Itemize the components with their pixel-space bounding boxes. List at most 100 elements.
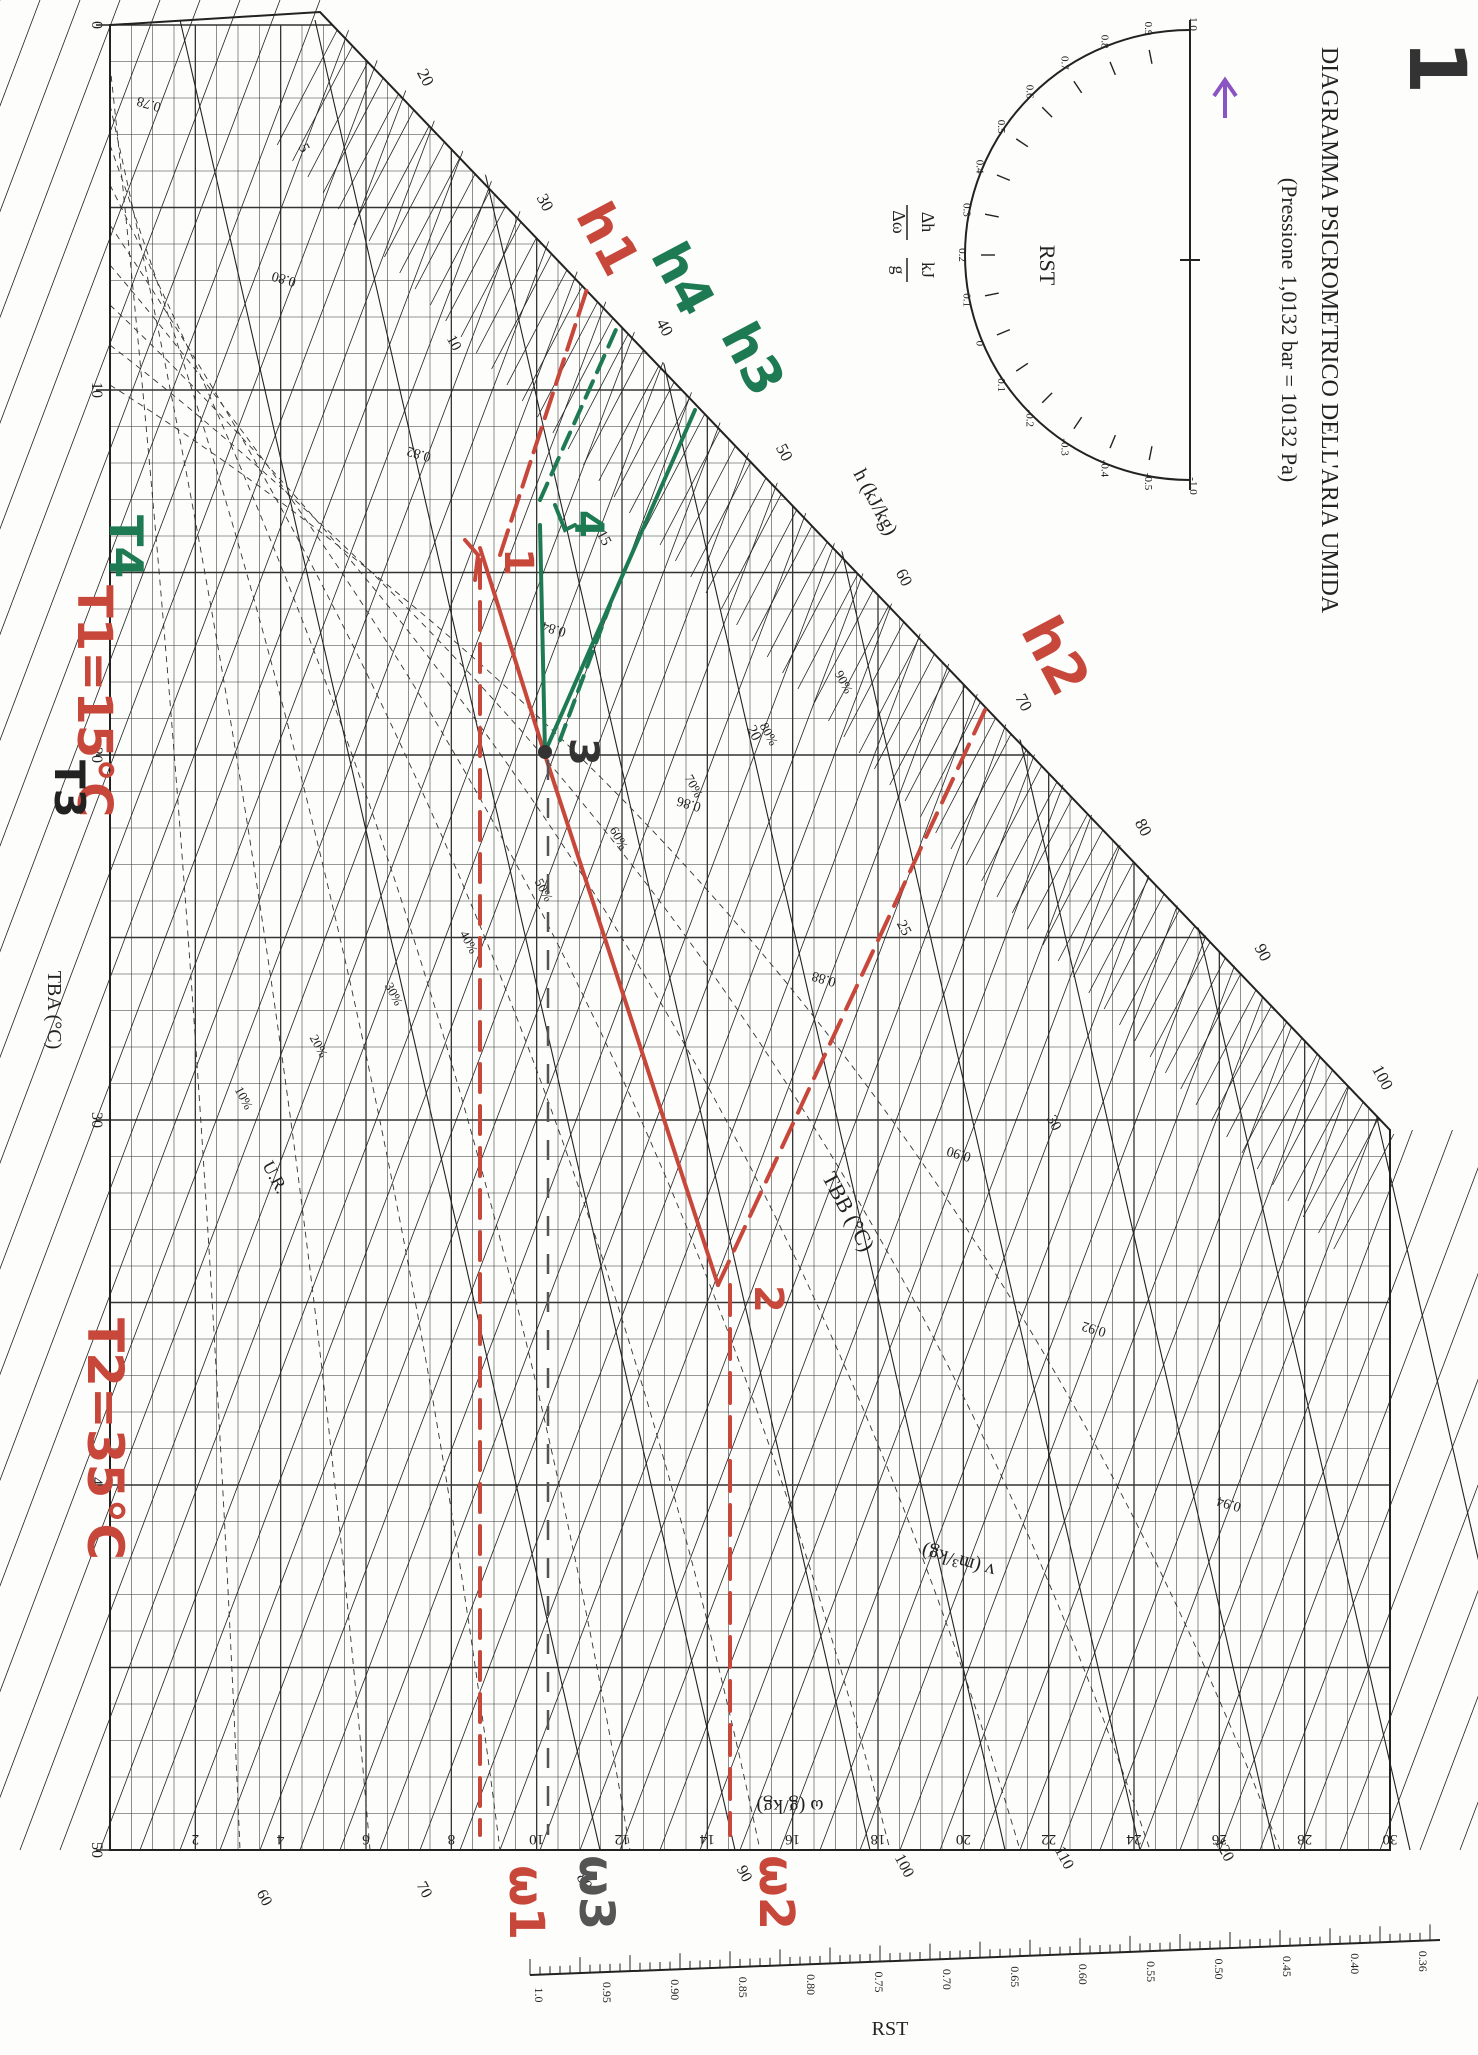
h-tick-label: 60 <box>892 565 917 589</box>
omega-tick-label: 16 <box>785 1831 801 1847</box>
chart-grid <box>0 0 1478 1851</box>
omega-tick-label: 6 <box>362 1831 370 1847</box>
h-tick-label: 90 <box>1251 940 1276 964</box>
omega-tick-label: 28 <box>1297 1831 1312 1847</box>
omega-tick-label: 10 <box>529 1831 544 1847</box>
v-tick-label: 0.94 <box>1215 1493 1243 1514</box>
omega-tick-label: 14 <box>699 1831 715 1847</box>
rst-tick-label: 0.55 <box>1144 1961 1158 1982</box>
h-bottom-tick-label: 90 <box>733 1863 756 1885</box>
label-point-1: 1 <box>495 548 541 576</box>
rst-scale: 1.0 0.95 0.90 0.85 0.80 0.75 0.70 0.65 0.60 0.55 0… <box>529 1924 1441 2003</box>
label-t4: T4 <box>99 515 153 578</box>
v-tick-label: 0.92 <box>1080 1318 1108 1339</box>
process-lines-green <box>538 323 697 754</box>
protractor-tick-label: 0.6 <box>1024 85 1036 99</box>
v-tick-label: 0.78 <box>135 93 163 114</box>
omega-tick-label: 12 <box>615 1831 630 1847</box>
tbb-tick-label: 5 <box>295 141 313 155</box>
rst-axis-title: RST <box>872 2018 909 2040</box>
ur-tick-label: 50% <box>532 876 557 904</box>
enthalpy-bottom-axis: 60 70 80 90 100 110 120 <box>253 1835 1237 1909</box>
rst-tick-label: 0.95 <box>600 1982 614 2003</box>
protractor-tick-label: -0.3 <box>1059 438 1071 456</box>
omega-tick-label: 20 <box>956 1831 971 1847</box>
protractor-tick-label: -0.2 <box>1024 410 1036 427</box>
protractor-units-num: kJ <box>918 262 938 278</box>
tbb-axis-title: TBB (°C) <box>817 1167 880 1255</box>
label-w2: ω2 <box>748 1855 804 1930</box>
ur-tick-label: 30% <box>382 980 407 1008</box>
tba-tick-label: 40 <box>88 1477 105 1493</box>
v-tick-label: 0.82 <box>405 443 433 464</box>
protractor-tick-label: 0.9 <box>1142 22 1154 36</box>
protractor-tick-label: 0 <box>974 341 986 347</box>
omega-tick-label: 4 <box>276 1831 284 1847</box>
protractor-tick-label: 0.4 <box>974 160 986 174</box>
ur-tick-label: 40% <box>457 928 482 956</box>
rst-tick-label: 1.0 <box>532 1988 546 2003</box>
h-tick-label: 30 <box>533 190 558 214</box>
omega-tick-label: 22 <box>1041 1831 1056 1847</box>
protractor-units-den: g <box>889 266 909 275</box>
omega-axis: 2 4 6 8 10 12 14 16 18 20 22 24 26 28 30 <box>192 1831 1398 1847</box>
h-bottom-tick-label: 70 <box>413 1879 436 1901</box>
tbb-tick-label: 30 <box>1043 1113 1064 1134</box>
rst-tick-label: 0.65 <box>1008 1966 1022 1987</box>
protractor-tick-label: 0.7 <box>1059 56 1071 70</box>
h-bottom-tick-label: 60 <box>253 1887 276 1909</box>
omega-tick-label: 2 <box>192 1831 200 1847</box>
protractor-label: RST <box>1035 245 1060 286</box>
omega-tick-label: 30 <box>1383 1831 1398 1847</box>
omega-tick-label: 8 <box>448 1831 456 1847</box>
omega-tick-label: 24 <box>1126 1831 1142 1847</box>
tba-tick-label: 10 <box>88 382 105 398</box>
purple-arrow-icon <box>1212 76 1238 118</box>
rst-tick-label: 0.70 <box>940 1969 954 1990</box>
tba-tick-label: 30 <box>88 1112 105 1128</box>
page-number: 1 <box>1391 40 1478 94</box>
v-tick-label: 0.86 <box>675 793 703 814</box>
label-t3: T3 <box>45 760 94 818</box>
protractor-tick-label: 0.1 <box>960 293 972 307</box>
tbb-tick-label: 15 <box>593 528 614 549</box>
label-point-4: 4 <box>565 510 611 538</box>
rst-tick-label: 0.45 <box>1280 1956 1294 1977</box>
rst-tick-label: 0.50 <box>1212 1959 1226 1980</box>
protractor-formula-den: Δω <box>889 210 909 234</box>
omega-tick-label: 26 <box>1211 1831 1227 1847</box>
protractor-tick-label: 0.8 <box>1099 35 1111 49</box>
protractor-tick-label: 0.3 <box>960 203 972 217</box>
label-point-2: 2 <box>745 1285 791 1313</box>
h-tick-label: 40 <box>652 315 677 339</box>
tba-axis: 0 10 20 30 40 50 <box>88 21 110 1858</box>
protractor-formula-num: Δh <box>918 212 938 233</box>
rst-tick-label: 0.36 <box>1416 1951 1430 1972</box>
rst-tick-label: 0.75 <box>872 1972 886 1993</box>
h-bottom-tick-label: 80 <box>573 1871 596 1893</box>
omega-axis-title: ω (g/kg) <box>756 1795 823 1817</box>
protractor-tick-label: -0.4 <box>1099 460 1111 478</box>
protractor-tick-label: -1.0 <box>1187 477 1199 495</box>
chart-outline <box>109 10 1391 1851</box>
v-tick-label: 0.84 <box>540 618 568 639</box>
v-tick-label: 0.88 <box>810 968 838 989</box>
point-3-marker <box>538 745 552 759</box>
h-tick-label: 50 <box>772 440 797 464</box>
pressure-note: (Pressione 1,0132 bar = 10132 Pa) <box>1277 178 1302 482</box>
omega-tick-label: 18 <box>871 1831 886 1847</box>
tbb-tick-label: 20 <box>743 723 764 744</box>
h-tick-label: 80 <box>1131 815 1156 839</box>
protractor-tick-label: -0.1 <box>995 375 1007 392</box>
rst-tick-label: 0.40 <box>1348 1953 1362 1974</box>
tbb-tick-label: 25 <box>893 918 914 939</box>
label-t1: T1=15°C <box>66 585 122 817</box>
v-axis-title: v (m³/kg) <box>919 1540 998 1582</box>
h-bottom-tick-label: 100 <box>891 1851 917 1880</box>
tba-tick-label: 50 <box>88 1842 105 1858</box>
ur-axis-title: U.R. <box>258 1157 292 1196</box>
tbb-tick-label: 10 <box>443 333 464 354</box>
v-tick-label: 0.80 <box>270 268 298 289</box>
